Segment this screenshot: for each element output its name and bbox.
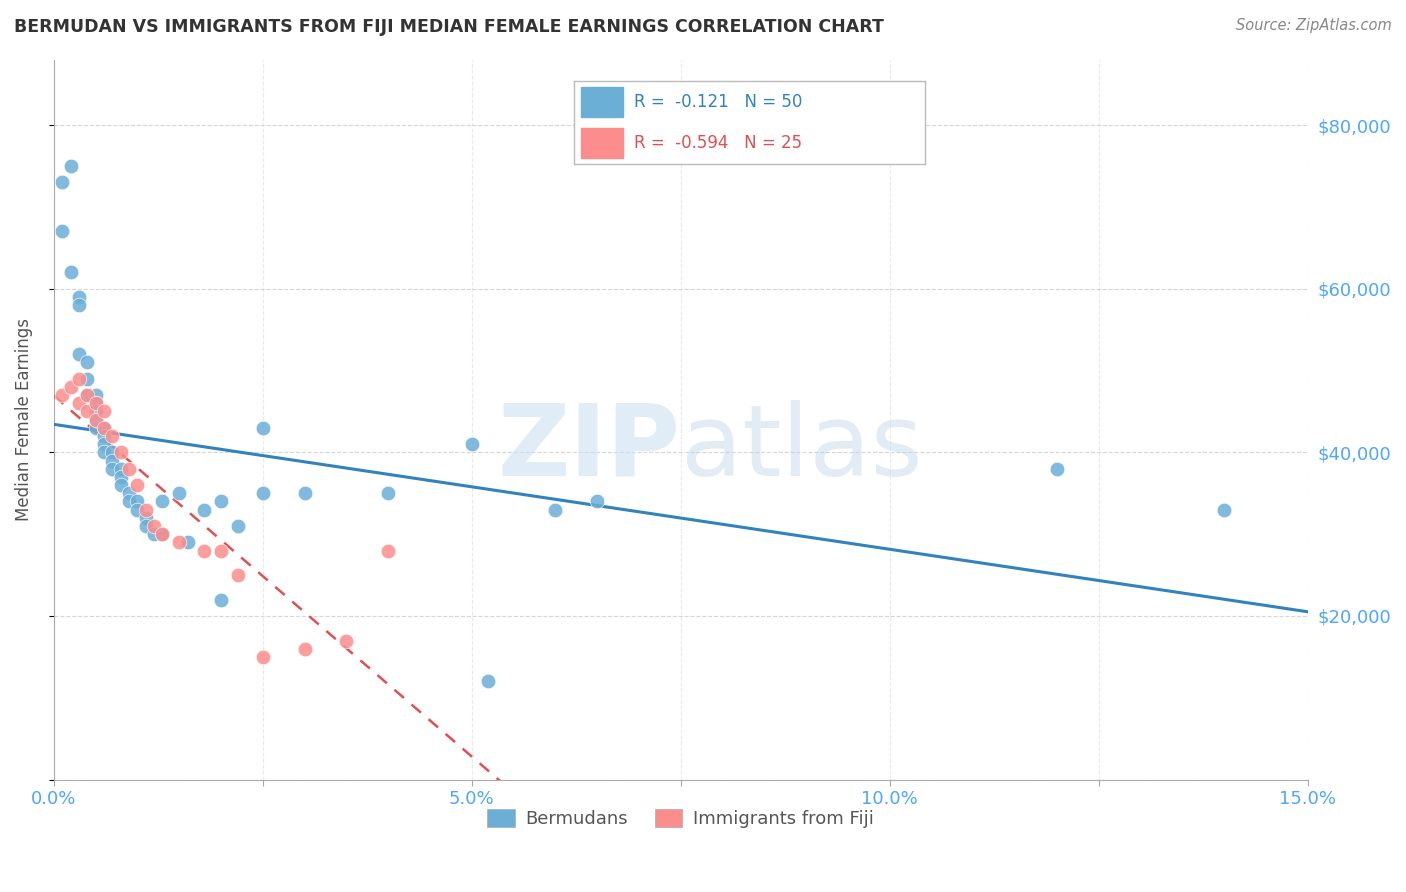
Text: Source: ZipAtlas.com: Source: ZipAtlas.com: [1236, 18, 1392, 33]
Point: [101, 429, 124, 443]
Point: [167, 535, 190, 549]
Point: [84, 421, 107, 435]
Point: [76, 388, 98, 402]
Point: [76, 404, 98, 418]
Y-axis label: Median Female Earnings: Median Female Earnings: [15, 318, 32, 521]
Point: [143, 527, 166, 541]
Point: [59, 159, 82, 173]
Point: [67, 372, 90, 386]
Point: [93, 421, 115, 435]
Point: [110, 470, 132, 484]
Point: [110, 445, 132, 459]
Point: [209, 543, 232, 558]
Point: [93, 404, 115, 418]
Point: [152, 494, 174, 508]
Point: [176, 535, 198, 549]
Point: [93, 445, 115, 459]
Point: [294, 641, 316, 656]
Point: [226, 519, 249, 533]
Point: [135, 519, 157, 533]
Text: BERMUDAN VS IMMIGRANTS FROM FIJI MEDIAN FEMALE EARNINGS CORRELATION CHART: BERMUDAN VS IMMIGRANTS FROM FIJI MEDIAN …: [14, 18, 884, 36]
Point: [252, 486, 274, 500]
Text: atlas: atlas: [681, 400, 922, 497]
Point: [226, 568, 249, 582]
Point: [127, 502, 149, 516]
Point: [461, 437, 484, 451]
Legend: Bermudans, Immigrants from Fiji: Bermudans, Immigrants from Fiji: [481, 802, 882, 836]
Point: [477, 674, 499, 689]
Point: [152, 527, 174, 541]
Point: [193, 502, 215, 516]
Point: [51, 224, 73, 238]
Point: [76, 355, 98, 369]
Point: [84, 412, 107, 426]
Text: ZIP: ZIP: [498, 400, 681, 497]
Point: [544, 502, 567, 516]
Point: [127, 494, 149, 508]
Point: [193, 543, 215, 558]
Point: [101, 453, 124, 467]
Point: [252, 649, 274, 664]
Point: [67, 347, 90, 361]
Point: [135, 502, 157, 516]
Point: [110, 461, 132, 475]
Point: [252, 421, 274, 435]
Point: [294, 486, 316, 500]
Point: [209, 494, 232, 508]
Point: [1213, 502, 1236, 516]
Point: [586, 494, 609, 508]
Point: [93, 429, 115, 443]
Point: [209, 592, 232, 607]
Point: [67, 290, 90, 304]
Point: [1046, 461, 1069, 475]
Point: [101, 445, 124, 459]
Point: [67, 396, 90, 410]
Point: [93, 437, 115, 451]
Point: [67, 298, 90, 312]
Point: [101, 461, 124, 475]
Point: [110, 478, 132, 492]
Point: [118, 486, 141, 500]
Point: [76, 372, 98, 386]
Point: [59, 265, 82, 279]
Point: [84, 396, 107, 410]
Point: [51, 388, 73, 402]
Point: [59, 380, 82, 394]
Point: [118, 461, 141, 475]
Point: [377, 486, 399, 500]
Point: [135, 510, 157, 524]
Point: [118, 494, 141, 508]
Point: [152, 527, 174, 541]
Point: [84, 396, 107, 410]
Point: [377, 543, 399, 558]
Point: [84, 412, 107, 426]
Point: [84, 388, 107, 402]
Point: [167, 486, 190, 500]
Point: [84, 404, 107, 418]
Point: [143, 519, 166, 533]
Point: [76, 388, 98, 402]
Point: [335, 633, 357, 648]
Point: [51, 175, 73, 189]
Point: [93, 421, 115, 435]
Point: [127, 478, 149, 492]
